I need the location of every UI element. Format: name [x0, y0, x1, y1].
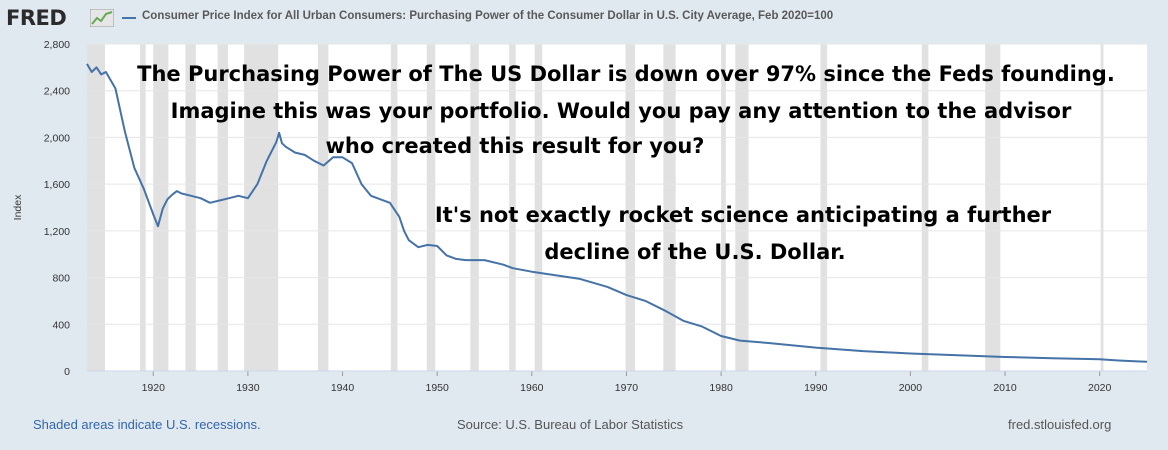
site-link[interactable]: fred.stlouisfed.org: [1008, 417, 1112, 432]
chart-line-icon: [90, 9, 114, 27]
x-tick-label: 1980: [709, 382, 733, 394]
fred-logo[interactable]: FRED: [6, 6, 67, 30]
y-tick-label: 0: [64, 366, 70, 378]
recession-note: Shaded areas indicate U.S. recessions.: [33, 417, 261, 432]
y-tick-label: 2,000: [44, 132, 70, 144]
x-tick-label: 1930: [236, 382, 260, 394]
recession-band: [426, 44, 436, 371]
x-tick-label: 1950: [425, 382, 449, 394]
annotation-text: Imagine this was your portfolio. Would y…: [171, 99, 1072, 123]
recession-band: [663, 44, 676, 371]
recession-band: [985, 44, 1001, 371]
recession-band: [721, 44, 726, 371]
y-tick-label: 1,600: [44, 179, 70, 191]
y-tick-label: 2,400: [44, 86, 70, 98]
recession-band: [140, 44, 146, 371]
y-tick-label: 1,200: [44, 226, 70, 238]
x-tick-label: 1920: [142, 382, 166, 394]
series-line: [86, 63, 1148, 363]
recession-band: [87, 44, 105, 371]
x-tick-label: 2010: [993, 382, 1017, 394]
recession-band: [217, 44, 229, 371]
x-tick-label: 1960: [520, 382, 544, 394]
recession-band: [509, 44, 516, 371]
recession-band: [185, 44, 196, 371]
recession-band: [735, 44, 749, 371]
x-tick-label: 2020: [1088, 382, 1112, 394]
source-text: Source: U.S. Bureau of Labor Statistics: [457, 417, 684, 432]
annotation-text: It's not exactly rocket science anticipa…: [435, 203, 1052, 227]
recession-band: [625, 44, 635, 371]
x-tick-label: 1990: [804, 382, 828, 394]
x-tick-label: 1940: [331, 382, 355, 394]
recession-band: [317, 44, 329, 371]
legend-swatch: [122, 17, 136, 19]
y-tick-label: 800: [52, 273, 70, 285]
recession-band: [921, 44, 929, 371]
y-tick-label: 400: [52, 319, 70, 331]
annotation-text: decline of the U.S. Dollar.: [544, 240, 845, 264]
legend-series-title: Consumer Price Index for All Urban Consu…: [142, 10, 834, 22]
recession-band: [244, 44, 279, 371]
recession-band: [820, 44, 828, 371]
x-tick-label: 2000: [899, 382, 923, 394]
chart-header: FRED Consumer Price Index for All Urban …: [0, 0, 1168, 40]
annotation-text: who created this result for you?: [325, 134, 704, 158]
annotation-text: The Purchasing Power of The US Dollar is…: [137, 62, 1115, 86]
y-tick-label: 2,800: [44, 39, 70, 51]
recession-band: [1100, 44, 1104, 371]
x-tick-label: 1970: [615, 382, 639, 394]
recession-band: [153, 44, 169, 371]
y-axis-label: Index: [12, 194, 24, 220]
recession-band: [470, 44, 479, 371]
recession-band: [534, 44, 543, 371]
